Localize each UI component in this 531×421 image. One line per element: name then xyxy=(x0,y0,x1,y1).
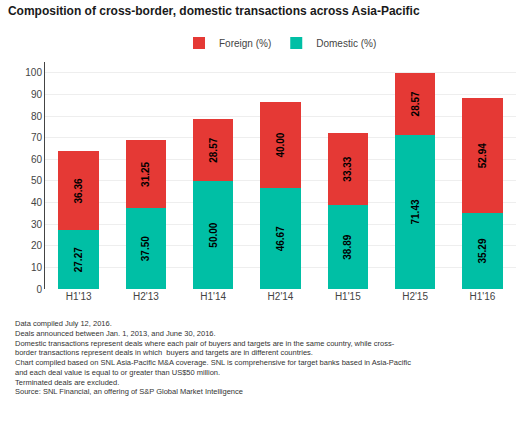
svg-text:Domestic (%): Domestic (%) xyxy=(316,38,376,49)
svg-text:46.67: 46.67 xyxy=(275,226,286,251)
svg-text:H1'13: H1'13 xyxy=(66,291,92,302)
svg-text:Composition of cross-border, d: Composition of cross-border, domestic tr… xyxy=(8,4,420,18)
svg-text:H1'14: H1'14 xyxy=(200,291,226,302)
svg-text:H2'13: H2'13 xyxy=(133,291,159,302)
svg-text:38.89: 38.89 xyxy=(342,234,353,259)
svg-text:H2'14: H2'14 xyxy=(268,291,294,302)
svg-text:33.33: 33.33 xyxy=(342,156,353,181)
svg-text:H1'16: H1'16 xyxy=(469,291,495,302)
svg-text:71.43: 71.43 xyxy=(410,199,421,224)
svg-text:100: 100 xyxy=(25,67,42,78)
svg-text:80: 80 xyxy=(31,111,43,122)
svg-text:H2'15: H2'15 xyxy=(402,291,428,302)
svg-text:36.36: 36.36 xyxy=(73,178,84,203)
svg-text:90: 90 xyxy=(31,89,43,100)
svg-text:50.00: 50.00 xyxy=(208,222,219,247)
svg-text:40.00: 40.00 xyxy=(275,132,286,157)
svg-text:27.27: 27.27 xyxy=(73,247,84,272)
svg-text:70: 70 xyxy=(31,132,43,143)
svg-text:30: 30 xyxy=(31,219,43,230)
svg-text:28.57: 28.57 xyxy=(410,91,421,116)
svg-text:0: 0 xyxy=(36,284,42,295)
svg-text:H1'15: H1'15 xyxy=(335,291,361,302)
svg-text:52.94: 52.94 xyxy=(477,143,488,168)
svg-text:31.25: 31.25 xyxy=(140,161,151,186)
svg-text:Foreign (%): Foreign (%) xyxy=(219,38,271,49)
svg-text:60: 60 xyxy=(31,154,43,165)
svg-text:37.50: 37.50 xyxy=(140,236,151,261)
svg-text:35.29: 35.29 xyxy=(477,238,488,263)
svg-text:40: 40 xyxy=(31,197,43,208)
svg-text:28.57: 28.57 xyxy=(208,137,219,162)
svg-text:50: 50 xyxy=(31,175,43,186)
svg-text:Data compiled July 12, 2016.De: Data compiled July 12, 2016.Deals announ… xyxy=(15,319,411,396)
svg-text:10: 10 xyxy=(31,262,43,273)
svg-text:20: 20 xyxy=(31,240,43,251)
